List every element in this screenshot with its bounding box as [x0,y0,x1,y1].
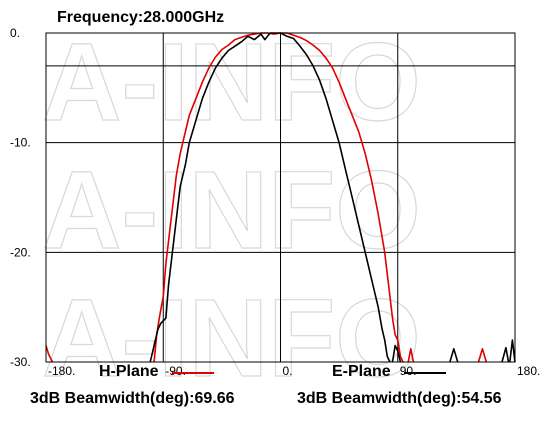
x-tick-label: -180. [48,364,75,378]
legend-label-h-plane: H-Plane [99,363,159,380]
x-tick-label: -90. [165,364,186,378]
chart-title: Frequency:28.000GHz [57,9,224,26]
series-e-plane [149,32,516,363]
beamwidth-label-e-plane: 3dB Beamwidth(deg):54.56 [297,390,502,407]
series-line-e-plane [391,344,402,363]
watermark-text-3: A-INFO [42,277,421,400]
x-tick-label: 180. [517,364,540,378]
x-tick-label: 90. [400,364,417,378]
watermark-text-1: A-INFO [42,21,421,144]
series-line-h-plane [45,345,54,363]
y-tick-label: 0. [10,26,20,40]
y-tick-label: -10. [10,136,31,150]
series-line-h-plane [153,32,404,363]
plot-frame [45,32,516,363]
y-tick-label: -20. [10,245,31,259]
legend-label-e-plane: E-Plane [332,363,391,380]
legend: H-Plane 3dB Beamwidth(deg):69.66 E-Plane… [30,363,502,407]
series-line-e-plane [501,346,510,363]
watermark-text-2: A-INFO [42,149,421,272]
series-line-h-plane [407,347,415,363]
series-line-e-plane [149,32,391,363]
series-line-e-plane [449,347,459,363]
x-tick-label: 0. [283,364,293,378]
tick-labels: -180. -90. 0. 90. 180. 0. -10. -20. -30. [10,26,540,378]
series-line-e-plane [509,339,516,363]
beamwidth-label-h-plane: 3dB Beamwidth(deg):69.66 [30,390,235,407]
y-tick-label: -30. [10,355,31,369]
watermark: A-INFO A-INFO A-INFO [41,20,421,400]
series-h-plane [45,32,488,363]
series-lines [45,32,516,363]
series-line-h-plane [477,347,488,363]
